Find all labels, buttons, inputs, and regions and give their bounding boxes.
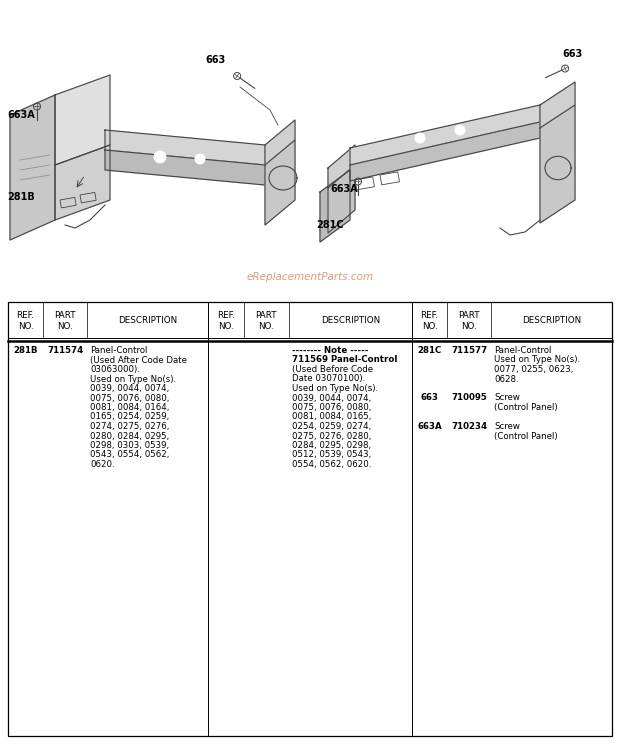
Bar <box>80 193 96 203</box>
Text: DESCRIPTION: DESCRIPTION <box>118 316 177 325</box>
Text: 663A: 663A <box>417 422 442 431</box>
Text: REF.: REF. <box>217 311 235 320</box>
Text: 0628.: 0628. <box>494 374 518 383</box>
Polygon shape <box>350 105 540 165</box>
Polygon shape <box>10 95 55 240</box>
Circle shape <box>415 133 425 143</box>
Text: Panel-Control: Panel-Control <box>90 346 148 355</box>
Text: 281C: 281C <box>316 220 343 230</box>
Text: 663A: 663A <box>7 110 35 120</box>
Circle shape <box>455 125 465 135</box>
Text: 663: 663 <box>420 394 438 403</box>
Text: Used on Type No(s).: Used on Type No(s). <box>291 384 378 393</box>
Text: 0280, 0284, 0295,: 0280, 0284, 0295, <box>90 432 169 440</box>
Polygon shape <box>320 170 350 242</box>
Polygon shape <box>350 122 540 181</box>
Text: PART: PART <box>54 311 76 320</box>
Text: DESCRIPTION: DESCRIPTION <box>321 316 380 325</box>
Text: 0039, 0044, 0074,: 0039, 0044, 0074, <box>90 384 169 393</box>
Text: 663: 663 <box>205 55 225 65</box>
Text: NO.: NO. <box>461 322 477 331</box>
Bar <box>355 177 374 190</box>
Text: 663A: 663A <box>330 184 358 194</box>
Text: 281C: 281C <box>417 346 441 355</box>
Text: 0081, 0084, 0164,: 0081, 0084, 0164, <box>90 403 169 412</box>
Bar <box>60 197 76 208</box>
Text: 0620.: 0620. <box>90 460 115 469</box>
Polygon shape <box>265 120 295 165</box>
Text: 0254, 0259, 0274,: 0254, 0259, 0274, <box>291 422 371 431</box>
Text: 711574: 711574 <box>47 346 83 355</box>
Text: 0081, 0084, 0165,: 0081, 0084, 0165, <box>291 412 371 422</box>
Text: 0543, 0554, 0562,: 0543, 0554, 0562, <box>90 451 169 460</box>
Polygon shape <box>55 75 110 165</box>
Text: 281B: 281B <box>13 346 38 355</box>
Text: 0298, 0303, 0539,: 0298, 0303, 0539, <box>90 441 169 450</box>
Polygon shape <box>540 105 575 223</box>
Text: REF.: REF. <box>420 311 438 320</box>
Text: NO.: NO. <box>422 322 437 331</box>
Polygon shape <box>540 82 575 128</box>
Text: eReplacementParts.com: eReplacementParts.com <box>246 272 374 282</box>
Text: 711569 Panel-Control: 711569 Panel-Control <box>291 356 397 365</box>
Text: NO.: NO. <box>259 322 274 331</box>
Text: 0512, 0539, 0543,: 0512, 0539, 0543, <box>291 451 371 460</box>
Text: NO.: NO. <box>218 322 234 331</box>
Text: PART: PART <box>458 311 480 320</box>
Text: (Control Panel): (Control Panel) <box>494 432 557 440</box>
Text: (Used Before Code: (Used Before Code <box>291 365 373 374</box>
Text: -------- Note -----: -------- Note ----- <box>291 346 368 355</box>
Bar <box>8 302 612 736</box>
Text: 0165, 0254, 0259,: 0165, 0254, 0259, <box>90 412 169 422</box>
Text: 0075, 0076, 0080,: 0075, 0076, 0080, <box>90 394 169 403</box>
Text: 711577: 711577 <box>451 346 487 355</box>
Text: Screw: Screw <box>494 394 520 403</box>
Text: 710095: 710095 <box>451 394 487 403</box>
Text: 0077, 0255, 0623,: 0077, 0255, 0623, <box>494 365 574 374</box>
Text: 663: 663 <box>562 49 582 59</box>
Text: PART: PART <box>255 311 277 320</box>
Text: Date 03070100).: Date 03070100). <box>291 374 365 383</box>
Text: Used on Type No(s).: Used on Type No(s). <box>90 374 176 383</box>
Text: 710234: 710234 <box>451 422 487 431</box>
Text: (Control Panel): (Control Panel) <box>494 403 557 412</box>
Polygon shape <box>55 145 110 220</box>
Text: (Used After Code Date: (Used After Code Date <box>90 356 187 365</box>
Text: 0039, 0044, 0074,: 0039, 0044, 0074, <box>291 394 371 403</box>
Text: REF.: REF. <box>17 311 35 320</box>
Text: 0075, 0076, 0080,: 0075, 0076, 0080, <box>291 403 371 412</box>
Text: 0274, 0275, 0276,: 0274, 0275, 0276, <box>90 422 169 431</box>
Text: DESCRIPTION: DESCRIPTION <box>522 316 581 325</box>
Circle shape <box>154 151 166 163</box>
Polygon shape <box>105 150 265 185</box>
Text: NO.: NO. <box>57 322 73 331</box>
Text: 0275, 0276, 0280,: 0275, 0276, 0280, <box>291 432 371 440</box>
Bar <box>380 172 399 185</box>
Polygon shape <box>328 145 355 188</box>
Text: Used on Type No(s).: Used on Type No(s). <box>494 356 580 365</box>
Polygon shape <box>105 130 265 165</box>
Text: 0554, 0562, 0620.: 0554, 0562, 0620. <box>291 460 371 469</box>
Text: NO.: NO. <box>18 322 33 331</box>
Text: 281B: 281B <box>7 192 35 202</box>
Text: 03063000).: 03063000). <box>90 365 140 374</box>
Polygon shape <box>328 165 355 233</box>
Text: 0284, 0295, 0298,: 0284, 0295, 0298, <box>291 441 371 450</box>
Text: Screw: Screw <box>494 422 520 431</box>
Text: Panel-Control: Panel-Control <box>494 346 551 355</box>
Polygon shape <box>265 140 295 225</box>
Circle shape <box>195 154 205 164</box>
